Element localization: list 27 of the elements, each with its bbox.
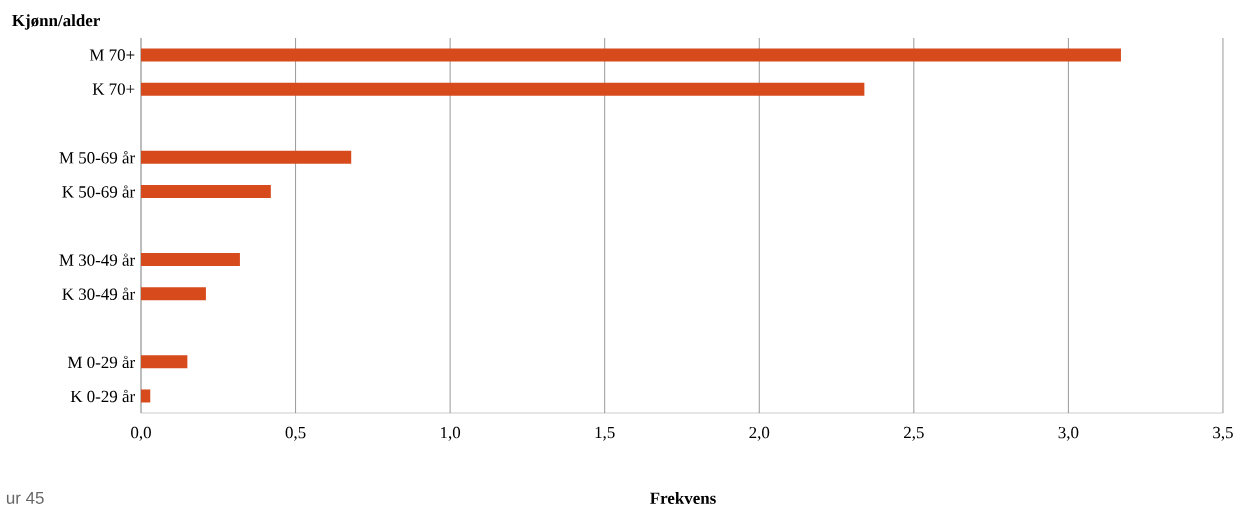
y-tick-label: K 50-69 år bbox=[62, 185, 135, 198]
bar bbox=[141, 389, 151, 403]
x-tick-label: 0,5 bbox=[285, 426, 306, 441]
y-tick-label: K 30-49 år bbox=[62, 287, 135, 300]
y-tick-label: M 50-69 år bbox=[59, 151, 135, 164]
bar bbox=[141, 287, 206, 301]
x-tick-label: 1,0 bbox=[441, 426, 461, 441]
bar bbox=[141, 355, 188, 369]
bar bbox=[141, 82, 865, 96]
y-tick-label: M 30-49 år bbox=[59, 253, 135, 266]
y-tick-label: M 0-29 år bbox=[67, 355, 135, 369]
y-tick-label: M 70+ bbox=[89, 49, 135, 61]
text: ur 45 bbox=[6, 492, 44, 504]
bar bbox=[141, 253, 240, 267]
bar bbox=[141, 184, 271, 198]
x-tick-label: 3,0 bbox=[1058, 426, 1079, 441]
y-tick-label: K 0-29 år bbox=[70, 389, 135, 403]
x-tick-label: 3,5 bbox=[1213, 426, 1233, 441]
x-tick-label: 2,0 bbox=[749, 426, 770, 441]
x-axis-title: Frekvens bbox=[650, 492, 716, 504]
bar bbox=[141, 150, 352, 164]
x-tick-label: 2,5 bbox=[904, 426, 924, 441]
chart-title: Kjønn/alder bbox=[12, 14, 100, 30]
bar bbox=[141, 48, 1121, 62]
x-tick-label: 1,5 bbox=[595, 426, 615, 441]
y-tick-label: K 70+ bbox=[92, 83, 135, 95]
x-tick-label: 0,0 bbox=[131, 426, 151, 441]
